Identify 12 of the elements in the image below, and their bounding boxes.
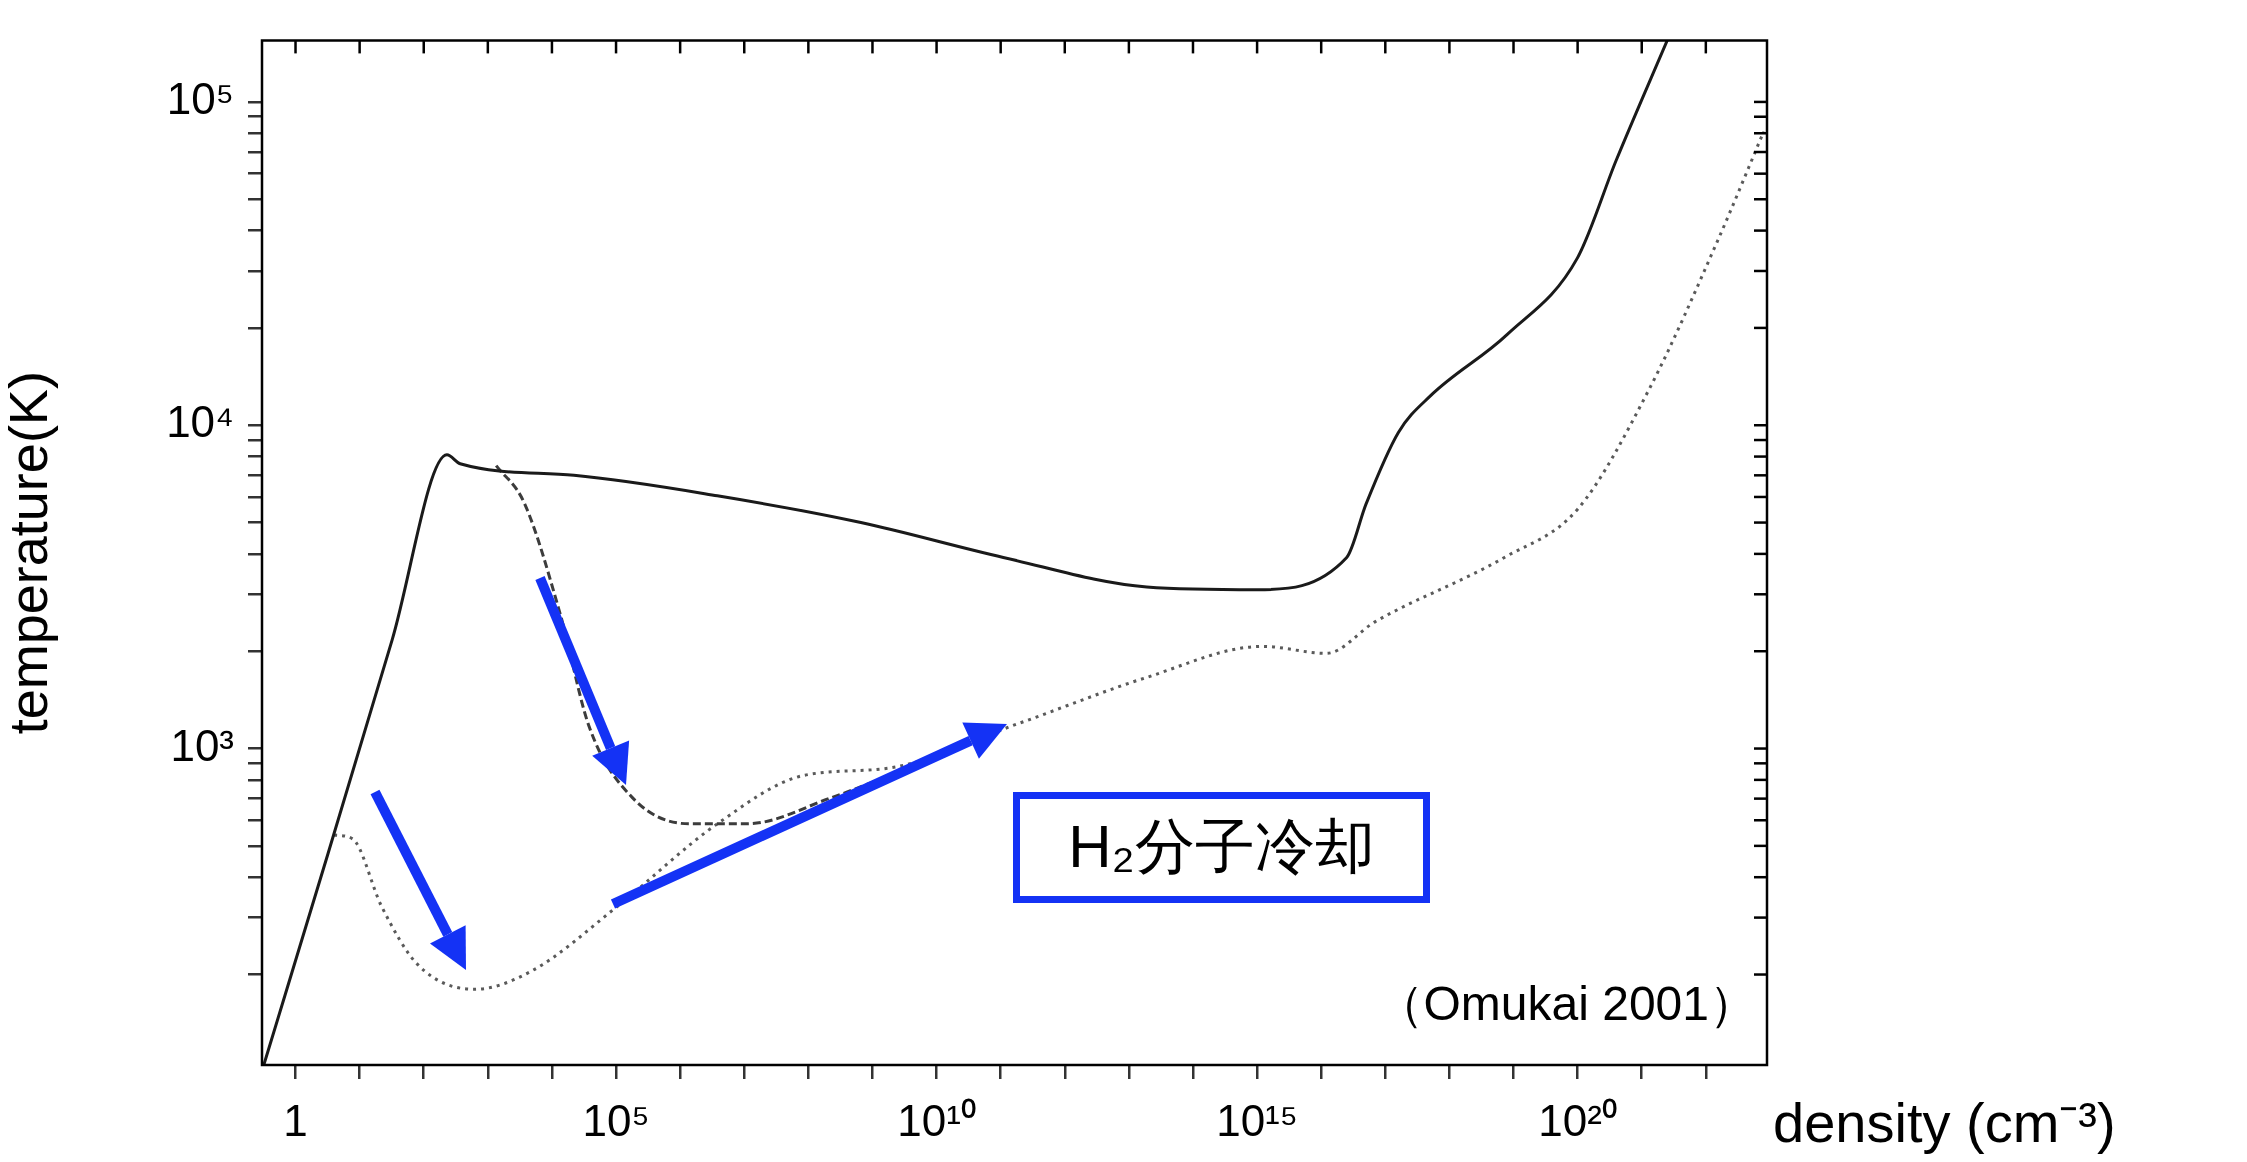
x-tick-label: 10¹⁵ (1216, 1095, 1299, 1145)
x-tick-label: 10⁵ (582, 1095, 650, 1145)
x-tick-label: 10¹⁰ (897, 1095, 976, 1145)
annotation: （Omukai 2001） (1375, 976, 1757, 1032)
y-axis-title: temperature(K) (0, 371, 59, 735)
annotation: H₂分子冷却 (1013, 792, 1430, 903)
x-axis-title: density (cm⁻³) (1773, 1091, 2116, 1155)
y-tick-label: 10⁴ (166, 397, 234, 447)
y-tick-label: 10⁵ (166, 74, 234, 124)
y-tick-label: 10³ (170, 720, 234, 770)
x-tick-label: 1 (283, 1095, 308, 1145)
x-tick-label: 10²⁰ (1538, 1095, 1617, 1145)
